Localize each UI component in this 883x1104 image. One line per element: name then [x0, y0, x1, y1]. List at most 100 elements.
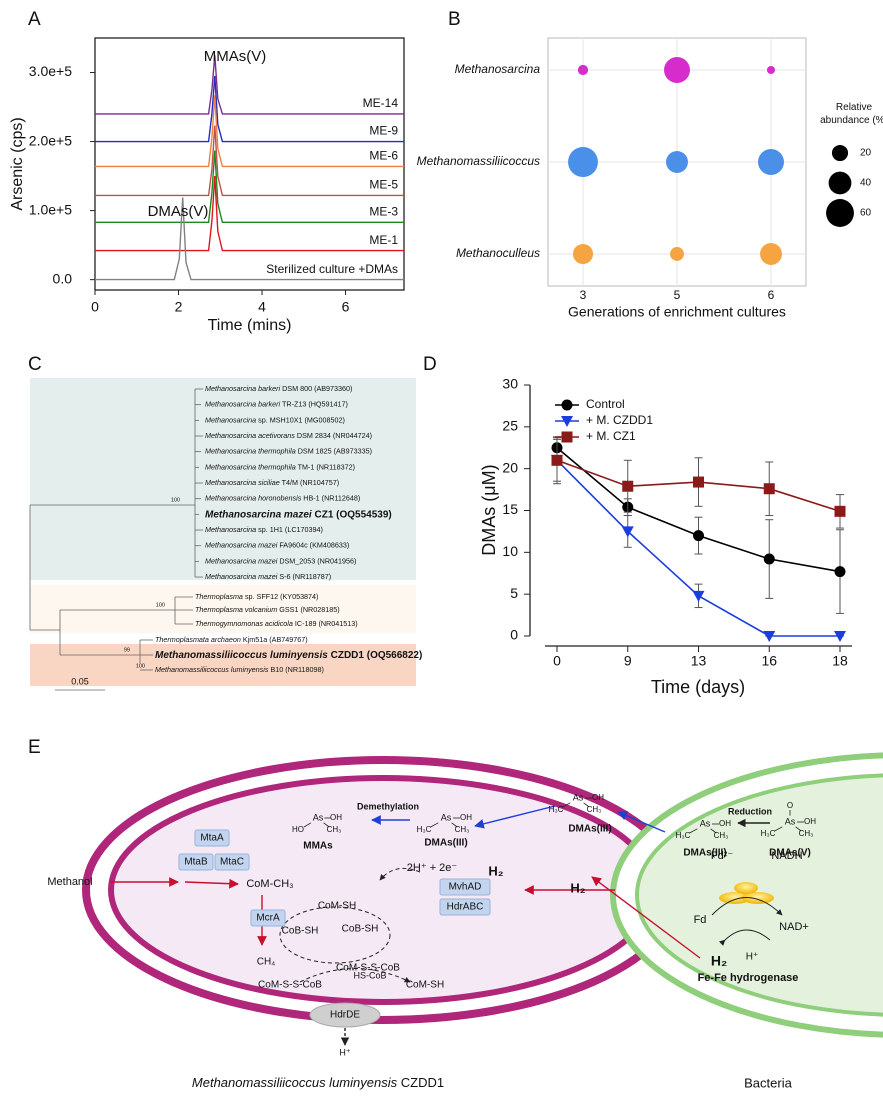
diagram-label: CoM-S-S-CoB [336, 963, 400, 974]
reaction-arc [711, 897, 783, 916]
y-tick-label: Methanosarcina [455, 62, 541, 76]
leaf-strain: sp. SFF12 (KY053874) [245, 592, 319, 601]
bubble [572, 243, 594, 265]
marker [834, 505, 846, 517]
diagram-label: NADH [771, 850, 802, 862]
leaf-label: Methanosarcina mazei FA9604c (KM408633) [205, 541, 349, 550]
y-axis-label: DMAs (μM) [479, 464, 499, 555]
arrow [474, 805, 556, 829]
enzyme-box [439, 878, 491, 896]
hydrogenase [719, 892, 751, 904]
diagram-label: DMAs(III) [424, 838, 467, 849]
leaf-strain: DSM 2834 (NR044724) [297, 431, 372, 440]
y-tick-label: 1.0e+5 [29, 201, 72, 217]
leaf-strain: HB-1 (NR112648) [303, 494, 360, 503]
marker [693, 530, 704, 542]
panel-label: D [423, 354, 437, 375]
leaf-strain: B10 (NR118098) [270, 665, 323, 674]
diagram-label: H⁺ [746, 952, 759, 963]
atom: H₃C [676, 831, 691, 840]
diagram-label: CoM-CH₃ [246, 878, 293, 890]
plot-frame [94, 37, 405, 291]
leaf-label: Thermoplasmata archaeon Kjm51a (AB749767… [155, 635, 308, 644]
atom: H₃C [549, 805, 564, 814]
cycle [379, 867, 421, 881]
atom: CH₃ [799, 829, 814, 838]
y-tick-label: 0.0 [53, 270, 73, 286]
marker [763, 553, 775, 565]
bubble [758, 149, 784, 175]
enzyme-box [214, 853, 250, 871]
diagram-label: 2H⁺ + 2e⁻ [407, 862, 458, 874]
leaf-species: Methanosarcina acetivorans [205, 431, 295, 440]
trace [95, 150, 404, 223]
leaf-strain: GSS1 (NR028185) [279, 605, 339, 614]
trace [95, 125, 404, 197]
series-label: ME-14 [363, 96, 399, 110]
legend-label: Control [586, 397, 625, 411]
atom: As [441, 812, 452, 822]
y-tick-label: 2.0e+5 [29, 132, 72, 148]
bootstrap: 100 [171, 497, 180, 503]
legend-marker [561, 399, 573, 411]
leaf-strain: Kjm51a (AB749767) [243, 635, 308, 644]
leaf-species: Methanosarcina [205, 415, 256, 424]
leaf-strain: IC-189 (NR041513) [295, 619, 358, 628]
marker [763, 483, 775, 495]
series-label: Sterilized culture +DMAs [266, 262, 398, 276]
leaf-species: Methanosarcina thermophila [205, 462, 296, 471]
arrow [184, 878, 239, 889]
x-tick-label: 16 [761, 653, 777, 669]
series-label: ME-1 [369, 233, 398, 247]
bond [562, 802, 571, 808]
atom: As [313, 812, 324, 822]
leaf-label: Methanosarcina mazei DSM_2053 (NR041956) [205, 556, 356, 565]
enzyme-oval [309, 1002, 381, 1028]
diagram-label: NAD+ [779, 921, 809, 933]
arrow [617, 810, 666, 833]
diagram-label: CH₄ [257, 957, 276, 968]
diagram-label: H₂ [711, 953, 727, 969]
leaf-strain: sp. MSH10X1 (MG008502) [258, 415, 345, 424]
bubble [766, 65, 776, 75]
leaf-label: Methanosarcina mazei CZ1 (OQ554539) [205, 509, 392, 520]
leaf-strain: sp. 1H1 (LC170394) [258, 525, 323, 534]
diagram-label: DMAs(V) [769, 848, 811, 859]
y-axis-label: Arsenic (cps) [9, 117, 26, 210]
atom: CH₃ [327, 825, 342, 834]
leaf-species: Thermoplasmata archaeon [155, 635, 241, 644]
leaf-species: Methanosarcina mazei [205, 541, 278, 550]
leaf-species: Thermoplasma [195, 592, 243, 601]
marker [622, 480, 634, 492]
bond [710, 828, 717, 834]
bubble [760, 243, 782, 265]
atom: H₃C [761, 829, 776, 838]
enzyme-label: MtaB [184, 857, 208, 868]
bubble [670, 247, 684, 261]
diagram-label: H₂ [570, 880, 585, 895]
leaf-strain: FA9604c (KM408633) [279, 541, 349, 550]
leaf-strain: DSM_2053 (NR041956) [279, 556, 356, 565]
bond [323, 822, 330, 828]
leaf-strain: CZDD1 (OQ566822) [331, 650, 423, 661]
diagram-label: CoM-SH [318, 901, 356, 912]
enzyme-label: MvhAD [449, 882, 482, 893]
leaf-strain: S-6 (NR118787) [279, 572, 331, 581]
diagram-label: Reduction [728, 806, 772, 816]
diagram-label: H₂ [488, 863, 503, 878]
atom: CH₃ [714, 831, 729, 840]
trace [95, 55, 404, 115]
leaf-species: Methanosarcina thermophila [205, 447, 296, 456]
diagram-label: Fd [694, 914, 707, 926]
y-tick-label: 20 [502, 459, 518, 475]
diagram-label: Demethylation [357, 801, 419, 811]
legend-title: Relative abundance (%) [820, 102, 883, 126]
panel-label: E [28, 737, 41, 758]
atom: OH [719, 819, 731, 828]
bond [689, 828, 698, 834]
enzyme-label: MtaC [220, 857, 244, 868]
hydrogenase [742, 892, 774, 904]
bond [774, 826, 783, 832]
leaf-species: Methanosarcina siciliae [205, 478, 280, 487]
